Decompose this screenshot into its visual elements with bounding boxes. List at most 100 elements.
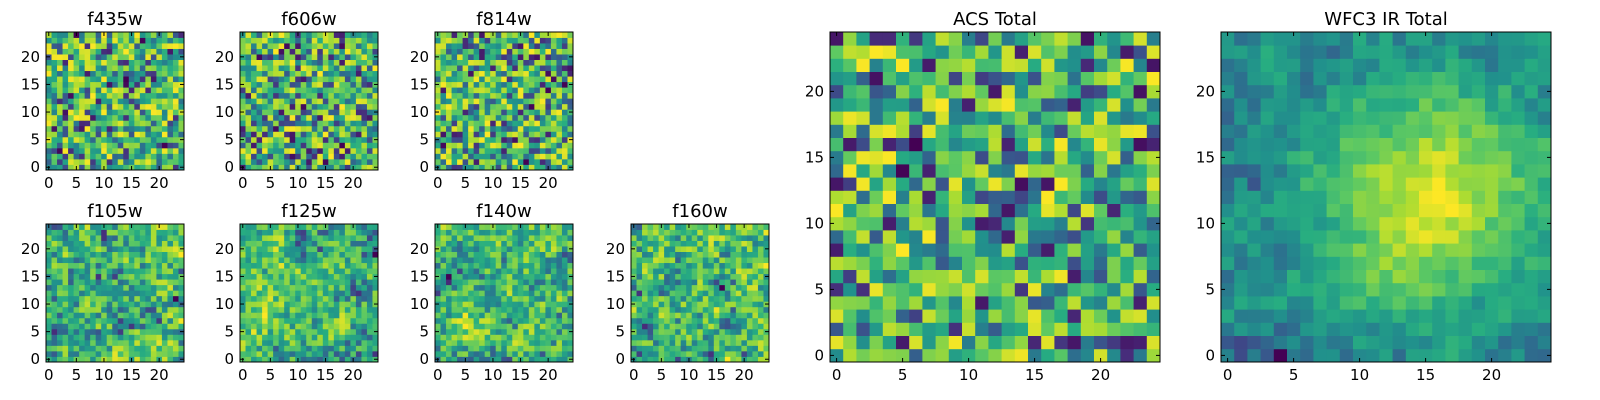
heatmap-cell bbox=[517, 262, 524, 269]
heatmap-cell bbox=[451, 158, 458, 165]
heatmap-cell bbox=[719, 323, 726, 330]
heatmap-cell bbox=[339, 246, 346, 252]
heatmap-cell bbox=[545, 142, 552, 149]
heatmap-cell bbox=[675, 356, 682, 363]
heatmap-cell bbox=[462, 339, 469, 346]
heatmap-cell bbox=[350, 301, 357, 308]
heatmap-cell bbox=[57, 131, 63, 138]
heatmap-cell bbox=[479, 268, 486, 275]
heatmap-cell bbox=[156, 334, 163, 341]
heatmap-cell bbox=[322, 147, 329, 154]
heatmap-cell bbox=[735, 334, 742, 341]
heatmap-cell bbox=[106, 279, 113, 286]
heatmap-cell bbox=[556, 334, 563, 341]
heatmap-cell bbox=[479, 323, 486, 330]
heatmap-cell bbox=[909, 296, 923, 310]
heatmap-cell bbox=[730, 268, 737, 275]
heatmap-cell bbox=[975, 230, 989, 244]
heatmap-cell bbox=[90, 142, 97, 149]
heatmap-cell bbox=[988, 256, 1002, 270]
heatmap-cell bbox=[51, 279, 58, 286]
heatmap-cell bbox=[101, 76, 108, 83]
heatmap-cell bbox=[79, 147, 86, 154]
heatmap-cell bbox=[245, 301, 252, 308]
heatmap-cell bbox=[355, 147, 362, 154]
heatmap-cell bbox=[262, 257, 268, 264]
heatmap-cell bbox=[366, 350, 373, 357]
heatmap-cell bbox=[440, 295, 447, 302]
heatmap-cell bbox=[117, 48, 124, 55]
heatmap-cell bbox=[440, 323, 447, 330]
heatmap-cell bbox=[909, 348, 923, 363]
heatmap-cell bbox=[631, 268, 637, 275]
heatmap-cell bbox=[62, 92, 69, 99]
heatmap-cell bbox=[523, 317, 530, 324]
heatmap-cell bbox=[51, 92, 58, 99]
heatmap-cell bbox=[284, 350, 291, 357]
heatmap-cell bbox=[167, 345, 174, 352]
heatmap-cell bbox=[468, 142, 475, 149]
heatmap-cell bbox=[702, 323, 709, 330]
heatmap-cell bbox=[1014, 309, 1029, 323]
heatmap-cell bbox=[256, 65, 263, 72]
heatmap-cell bbox=[62, 350, 69, 357]
heatmap-cell bbox=[746, 257, 753, 264]
heatmap-cell bbox=[262, 290, 268, 297]
heatmap-cell bbox=[856, 335, 870, 350]
heatmap-cell bbox=[440, 136, 447, 143]
heatmap-cell bbox=[134, 345, 141, 352]
heatmap-cell bbox=[156, 103, 163, 110]
heatmap-cell bbox=[311, 125, 318, 132]
heatmap-cell bbox=[145, 301, 152, 308]
heatmap-cell bbox=[561, 284, 568, 291]
heatmap-cell bbox=[446, 125, 452, 132]
x-tick-label: 0 bbox=[629, 366, 639, 384]
heatmap-cell bbox=[484, 312, 491, 319]
heatmap-cell bbox=[101, 323, 108, 330]
heatmap-cell bbox=[440, 235, 447, 241]
heatmap-cell bbox=[719, 251, 726, 258]
heatmap-cell bbox=[57, 153, 63, 160]
heatmap-cell bbox=[468, 339, 475, 346]
heatmap-cell bbox=[51, 158, 58, 165]
heatmap-cell bbox=[561, 76, 568, 83]
heatmap-cell bbox=[128, 345, 135, 352]
heatmap-cell bbox=[962, 335, 976, 350]
heatmap-cell bbox=[664, 235, 671, 241]
heatmap-cell bbox=[675, 246, 682, 252]
heatmap-cell bbox=[567, 142, 574, 149]
x-tick-label: 10 bbox=[94, 174, 113, 192]
heatmap-cell bbox=[172, 339, 179, 346]
heatmap-cell bbox=[975, 348, 989, 363]
heatmap-cell bbox=[697, 323, 704, 330]
heatmap-cell bbox=[245, 246, 252, 252]
heatmap-cell bbox=[1067, 230, 1082, 244]
heatmap-cell bbox=[84, 32, 91, 38]
heatmap-cell bbox=[322, 114, 329, 121]
heatmap-cell bbox=[306, 109, 313, 116]
heatmap-cell bbox=[528, 328, 535, 335]
heatmap-cell bbox=[278, 279, 285, 286]
heatmap-cell bbox=[922, 282, 936, 297]
heatmap-cell bbox=[479, 312, 486, 319]
heatmap-cell bbox=[106, 306, 113, 313]
heatmap-cell bbox=[306, 224, 313, 230]
heatmap-cell bbox=[300, 120, 307, 127]
heatmap-cell bbox=[561, 54, 568, 60]
heatmap-cell bbox=[355, 229, 362, 236]
heatmap-cell bbox=[295, 306, 302, 313]
heatmap-cell bbox=[51, 306, 58, 313]
heatmap-cell bbox=[830, 322, 844, 336]
heatmap-cell bbox=[545, 92, 552, 99]
heatmap-cell bbox=[561, 339, 568, 346]
heatmap-cell bbox=[68, 70, 74, 77]
heatmap-cell bbox=[550, 268, 557, 275]
heatmap-cell bbox=[251, 279, 257, 286]
heatmap-cell bbox=[1067, 177, 1082, 191]
heatmap-cell bbox=[669, 284, 676, 291]
heatmap-cell bbox=[317, 131, 324, 138]
heatmap-cell bbox=[68, 268, 74, 275]
heatmap-cell bbox=[84, 317, 91, 324]
heatmap-cell bbox=[300, 125, 307, 132]
heatmap-cell bbox=[150, 147, 157, 154]
